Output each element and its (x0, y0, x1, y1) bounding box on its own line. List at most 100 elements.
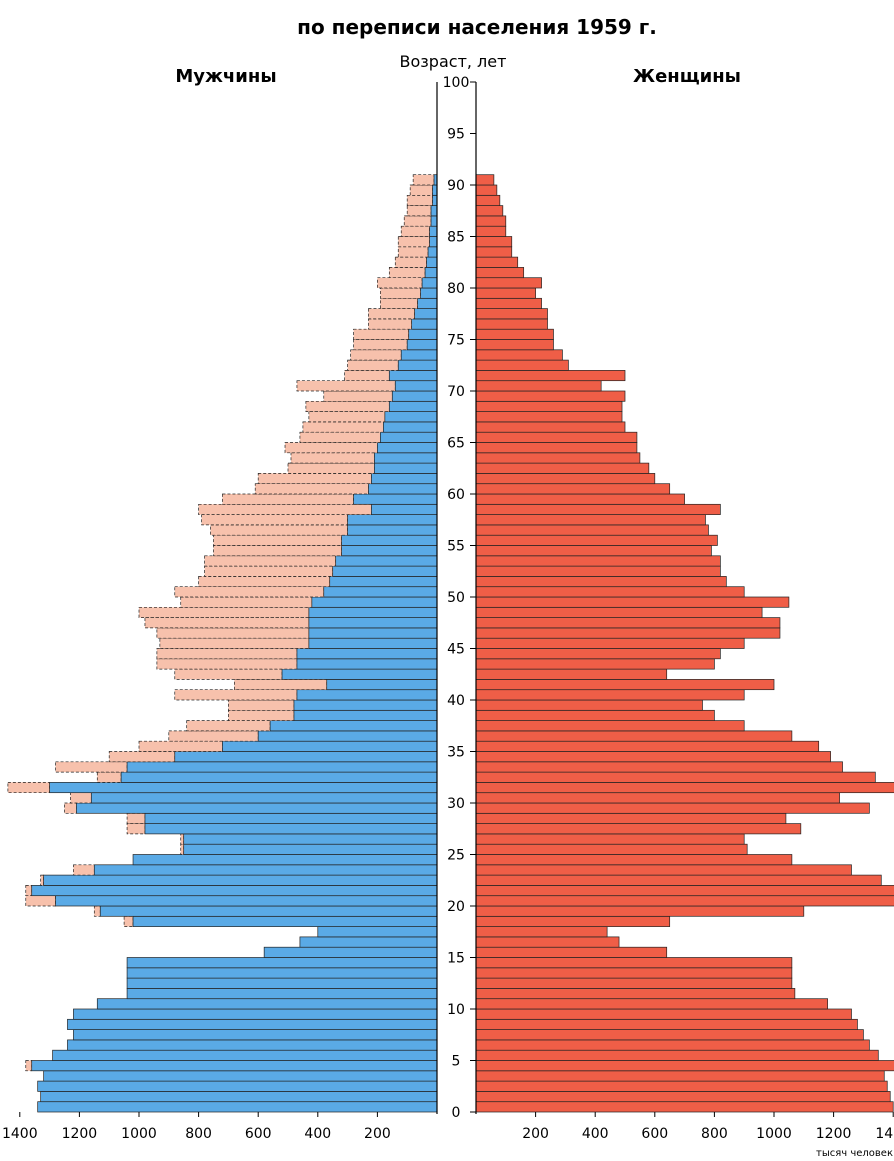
female-bar (475, 617, 781, 629)
female-bar (475, 339, 554, 351)
age-tick-label: 5 (452, 1054, 461, 1070)
male-bar (183, 843, 438, 855)
male-deficit-bar (96, 771, 122, 783)
male-deficit-bar (353, 328, 410, 340)
male-deficit-bar (25, 895, 56, 907)
male-bar (329, 576, 438, 588)
value-tick-label: 200 (364, 1126, 391, 1142)
female-bar (475, 555, 721, 567)
female-bar (475, 205, 504, 217)
male-bar (299, 936, 438, 948)
female-bar (475, 534, 718, 546)
male-bar (408, 328, 438, 340)
male-bar (37, 1080, 438, 1092)
male-deficit-bar (174, 689, 298, 701)
male-deficit-bar (138, 740, 223, 752)
male-deficit-bar (368, 308, 415, 320)
age-tick-label: 90 (447, 178, 465, 194)
female-bar (475, 1018, 858, 1030)
age-tick-label: 50 (447, 590, 465, 606)
male-deficit-bar (397, 246, 429, 258)
female-bar (475, 1039, 870, 1051)
female-bar (475, 936, 620, 948)
female-bar (475, 1101, 894, 1113)
age-tick-label: 80 (447, 281, 465, 297)
male-bar (269, 720, 438, 732)
male-bar (311, 596, 438, 608)
male-bar (380, 431, 438, 443)
male-bar (296, 648, 438, 660)
female-bar (475, 606, 763, 618)
chart-title: по переписи населения 1959 г. (297, 15, 657, 39)
value-tick-label: 1000 (756, 1126, 792, 1142)
male-deficit-bar (93, 905, 101, 917)
male-bar (308, 637, 438, 649)
age-axis: 0 5 10 15 20 25 30 35 40 45 50 55 60 65 70 75 80 85 90 95 10… (436, 75, 477, 1121)
female-bar (475, 390, 626, 402)
female-bar (475, 761, 843, 773)
male-bar (55, 895, 438, 907)
male-bar (430, 215, 438, 227)
age-axis-label: Возраст, лет (400, 52, 507, 71)
value-tick-label: 1400 (875, 1126, 894, 1142)
female-bar (475, 297, 542, 309)
female-bar (475, 915, 671, 927)
age-tick-label: 30 (447, 796, 465, 812)
male-bar (40, 1091, 438, 1103)
male-deficit-bar (174, 668, 283, 680)
male-deficit-bar (257, 473, 372, 485)
male-bar (90, 792, 438, 804)
male-deficit-bar (159, 637, 310, 649)
male-bar (296, 689, 438, 701)
female-bar (475, 1070, 885, 1082)
female-bar (475, 1080, 888, 1092)
male-deficit-bar (198, 503, 372, 515)
female-bar (475, 349, 563, 361)
male-deficit-bar (25, 1060, 33, 1072)
male-bar (76, 802, 438, 814)
male-deficit-bar (144, 617, 310, 629)
male-bar (99, 905, 438, 917)
male-deficit-bar (412, 174, 435, 186)
female-bar (475, 998, 828, 1010)
male-deficit-bar (126, 812, 146, 824)
male-bar (377, 442, 438, 454)
male-bar (132, 915, 438, 927)
male-bar (37, 1101, 438, 1113)
female-bar (475, 267, 525, 279)
female-bar (475, 689, 745, 701)
female-bar (475, 514, 706, 526)
female-bar (475, 843, 748, 855)
female-bar (475, 730, 793, 742)
female-bar (475, 1008, 852, 1020)
male-deficit-bar (406, 205, 432, 217)
female-bar (475, 812, 787, 824)
male-deficit-bar (7, 782, 50, 794)
female-bar (475, 720, 745, 732)
male-deficit-bar (213, 545, 342, 557)
age-tick-label: 20 (447, 899, 465, 915)
age-tick-label: 25 (447, 848, 465, 864)
male-bar (374, 462, 438, 474)
female-bar (475, 493, 685, 505)
male-deficit-bar (368, 318, 413, 330)
male-deficit-bar (174, 586, 325, 598)
female-bar (475, 287, 536, 299)
female-bar (475, 946, 668, 958)
male-deficit-bar (222, 493, 354, 505)
male-bar (426, 256, 438, 268)
female-bar (475, 452, 641, 464)
female-bar (475, 885, 894, 897)
male-deficit-bar (156, 648, 298, 660)
male-deficit-bar (350, 349, 402, 361)
male-bar (93, 864, 438, 876)
male-bar (332, 565, 438, 577)
male-deficit-bar (296, 380, 396, 392)
male-deficit-bar (228, 709, 295, 721)
male-deficit-bar (186, 720, 271, 732)
male-bar (126, 977, 438, 989)
male-bar (49, 782, 438, 794)
male-deficit-bar (156, 627, 310, 639)
male-deficit-bar (308, 411, 386, 423)
male-deficit-bar (70, 792, 92, 804)
